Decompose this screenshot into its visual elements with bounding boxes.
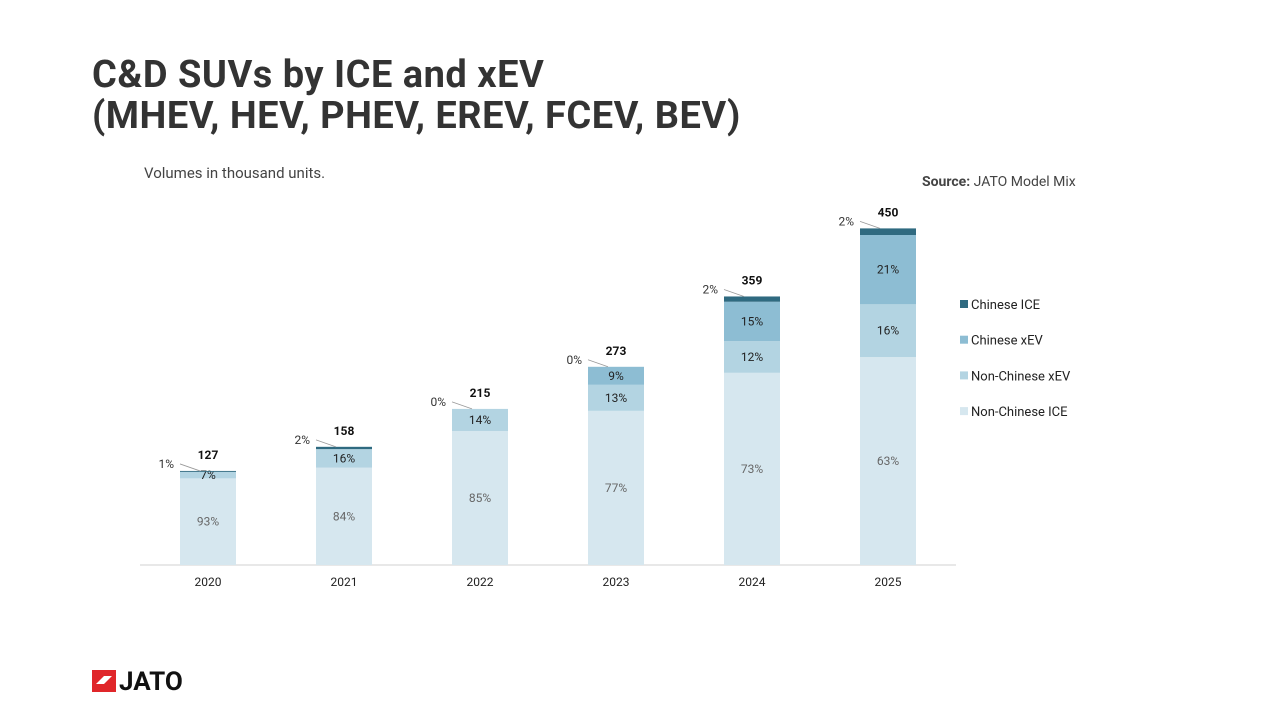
value-label: 85% [469, 491, 491, 505]
legend-label: Chinese ICE [971, 298, 1040, 313]
value-label: 2% [702, 282, 718, 296]
leader-line [859, 221, 881, 229]
total-label: 273 [606, 344, 627, 358]
value-label: 1% [158, 457, 174, 471]
total-label: 127 [198, 448, 219, 462]
leader-line [451, 401, 473, 410]
value-label: 14% [469, 413, 491, 427]
legend-swatch [960, 407, 968, 416]
value-label: 93% [197, 515, 219, 529]
source-label: Source: [922, 174, 970, 190]
total-label: 359 [742, 273, 763, 287]
subtitle: Volumes in thousand units. [144, 164, 325, 182]
logo-text: JATO [119, 667, 183, 697]
value-label: 21% [877, 263, 899, 277]
x-tick-label: 2024 [739, 575, 766, 589]
value-label: 2% [294, 433, 310, 447]
value-label: 15% [741, 314, 763, 328]
value-label: 0% [566, 353, 582, 367]
bar-segment [316, 446, 372, 450]
bar-segment [588, 366, 644, 385]
legend-swatch [960, 300, 968, 308]
value-label: 77% [605, 481, 627, 495]
x-tick-label: 2022 [467, 575, 494, 589]
bar-segment [724, 296, 780, 302]
bar-segment [452, 408, 508, 431]
source-text: JATO Model Mix [974, 174, 1076, 190]
value-label: 9% [608, 369, 624, 383]
bar-segment [860, 357, 916, 565]
leader-line [179, 463, 201, 472]
value-label: 0% [430, 395, 446, 409]
bar-segment [860, 304, 916, 358]
value-label: 16% [877, 324, 899, 338]
value-label: 63% [877, 454, 899, 468]
bar-segment [860, 235, 916, 305]
value-label: 12% [741, 350, 763, 364]
bar-segment [724, 372, 780, 565]
legend-label: Chinese xEV [971, 334, 1044, 349]
title-line: C&D SUVs by ICE and xEV [92, 53, 544, 97]
source: Source: JATO Model Mix [922, 174, 1076, 190]
legend-label: Non-Chinese xEV [971, 369, 1071, 384]
bar-segment [316, 467, 372, 565]
value-label: 16% [333, 451, 355, 465]
legend-swatch [960, 371, 968, 380]
bar-segment [588, 384, 644, 411]
x-tick-label: 2025 [875, 575, 902, 589]
logo-arrow [96, 676, 112, 684]
bar-segment [180, 471, 236, 479]
total-label: 450 [878, 205, 899, 219]
bar-segment [180, 470, 236, 472]
x-tick-label: 2023 [603, 575, 630, 589]
bar-segment [316, 449, 372, 468]
x-tick-label: 2021 [331, 575, 358, 589]
bar-segment [724, 301, 780, 342]
bar-segment [724, 341, 780, 373]
leader-line [587, 359, 609, 368]
value-label: 2% [838, 214, 854, 228]
x-tick-label: 2020 [195, 575, 222, 589]
bar-segment [452, 430, 508, 565]
value-label: 73% [741, 462, 763, 476]
bar-segment [180, 478, 236, 565]
leader-line [723, 289, 745, 297]
legend-swatch [960, 335, 968, 344]
title-line: (MHEV, HEV, PHEV, EREV, FCEV, BEV) [92, 94, 741, 138]
legend-label: Non-Chinese ICE [971, 405, 1068, 420]
logo: JATO [92, 667, 183, 697]
value-label: 13% [605, 391, 627, 405]
total-label: 215 [470, 386, 491, 400]
value-label: 84% [333, 509, 355, 523]
bar-segment [588, 410, 644, 565]
total-label: 158 [334, 424, 355, 438]
bar-segment [860, 228, 916, 235]
value-label: 7% [200, 468, 216, 482]
leader-line [315, 439, 337, 448]
